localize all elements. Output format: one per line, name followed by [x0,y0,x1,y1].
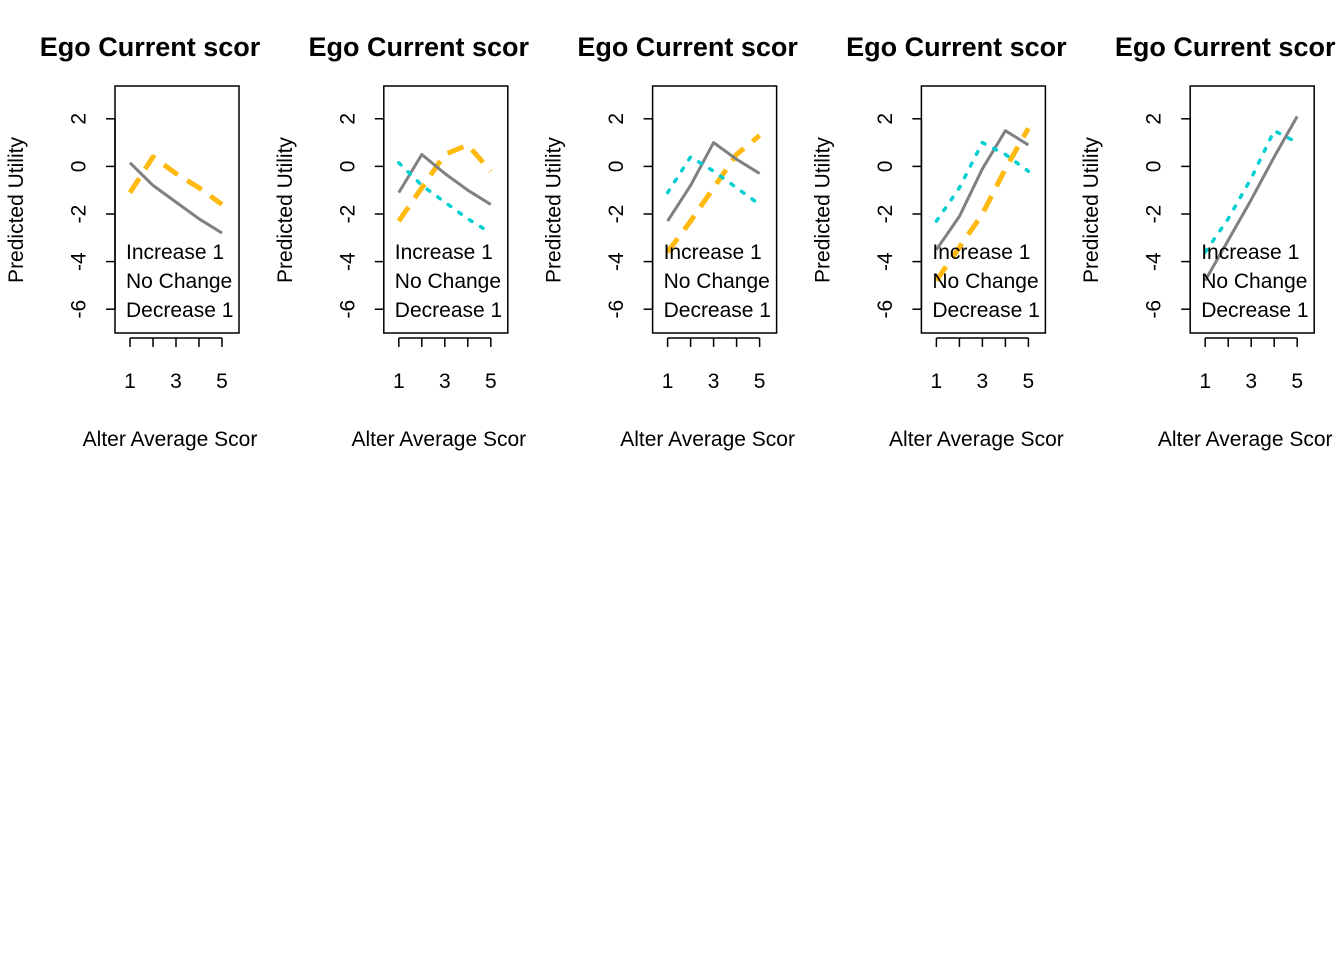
legend-entry: Increase 1 [126,241,224,264]
legend-entry: Increase 1 [1201,241,1299,264]
y-tick-label: -4 [605,252,628,271]
chart-panel-1: Ego Current scor -6 -4 -2 0 2 1 3 5 Alter Average… [5,32,261,451]
series-line-no-change [935,129,1030,251]
y-tick-label: -6 [336,300,359,319]
y-axis-label: Predicted Utility [274,137,297,283]
chart-panel-3: Ego Current scor -6 -4 -2 0 2 1 3 5 Alter Average… [543,32,799,451]
chart-panel-4: Ego Current scor -6 -4 -2 0 2 1 3 5 Alter Average… [811,32,1067,451]
chart-title: Ego Current scor [1115,32,1336,62]
series-line-no-change [397,153,492,206]
x-tick-label: 3 [708,370,720,393]
x-tick-label: 5 [1023,370,1035,393]
series-line-increase-1 [934,127,1031,283]
series-group [396,142,493,235]
y-tick-label: 0 [1143,161,1166,173]
x-axis-label: Alter Average Scor [889,428,1064,451]
y-axis-label: Predicted Utility [1080,137,1103,283]
legend-entry: Decrease 1 [664,299,771,322]
series-group [1203,115,1299,282]
chart-title: Ego Current scor [577,32,798,62]
series-line-increase-1 [396,142,493,223]
legend-entry: Increase 1 [932,241,1030,264]
legend-entry: No Change [932,270,1038,293]
series-group [934,127,1031,283]
x-tick-label: 5 [485,370,497,393]
legend-entry: No Change [664,270,770,293]
series-line-decrease-1 [1203,128,1299,254]
x-axis-label: Alter Average Scor [83,428,258,451]
y-axis-label: Predicted Utility [811,137,834,283]
x-tick-label: 1 [124,370,136,393]
y-tick-label: 2 [605,113,628,125]
y-tick-label: -6 [68,300,91,319]
series-line-no-change [128,161,223,235]
legend-entry: Decrease 1 [932,299,1039,322]
chart-panel-5: Ego Current scor -6 -4 -2 0 2 1 3 5 Alter Average… [1080,32,1336,451]
y-tick-label: -4 [336,252,359,271]
y-tick-label: -2 [336,205,359,224]
series-line-no-change [666,141,761,222]
x-tick-label: 5 [1291,370,1303,393]
x-axis-label: Alter Average Scor [1158,428,1333,451]
x-tick-label: 3 [977,370,989,393]
series-group [127,154,224,235]
x-tick-label: 5 [754,370,766,393]
y-tick-label: 2 [1143,113,1166,125]
legend-entry: No Change [126,270,232,293]
x-axis-label: Alter Average Scor [620,428,795,451]
chart-title: Ego Current scor [40,32,261,62]
y-tick-label: 0 [874,161,897,173]
series-line-decrease-1 [934,140,1031,223]
y-tick-label: -2 [874,205,897,224]
x-tick-label: 1 [662,370,674,393]
y-tick-label: 2 [874,113,897,125]
x-tick-label: 1 [1199,370,1211,393]
y-tick-label: 0 [605,161,628,173]
y-tick-label: -4 [68,252,91,271]
series-group [665,133,762,254]
legend-entry: No Change [1201,270,1307,293]
y-tick-label: -2 [605,205,628,224]
y-tick-label: -6 [1143,300,1166,319]
legend-entry: Increase 1 [664,241,762,264]
y-tick-label: -2 [1143,205,1166,224]
y-tick-label: 0 [68,161,91,173]
x-tick-label: 1 [393,370,405,393]
legend-entry: Decrease 1 [126,299,233,322]
chart-title: Ego Current scor [846,32,1067,62]
series-line-decrease-1 [665,155,762,207]
x-tick-label: 3 [439,370,451,393]
legend-entry: Decrease 1 [1201,299,1308,322]
series-line-increase-1 [127,154,224,207]
series-line-no-change [1203,115,1299,282]
y-tick-label: 2 [68,113,91,125]
y-tick-label: -4 [874,252,897,271]
x-tick-label: 5 [216,370,228,393]
chart-title: Ego Current scor [309,32,530,62]
x-tick-label: 1 [931,370,943,393]
y-tick-label: -6 [605,300,628,319]
y-tick-label: -4 [1143,252,1166,271]
y-tick-label: 2 [336,113,359,125]
y-tick-label: 0 [336,161,359,173]
y-tick-label: -2 [68,205,91,224]
y-axis-label: Predicted Utility [543,137,566,283]
x-tick-label: 3 [1245,370,1257,393]
legend-entry: Increase 1 [395,241,493,264]
x-tick-label: 3 [170,370,182,393]
legend-entry: No Change [395,270,501,293]
y-axis-label: Predicted Utility [5,137,28,283]
chart-panel-2: Ego Current scor -6 -4 -2 0 2 1 3 5 Alter Average… [274,32,530,451]
x-axis-label: Alter Average Scor [351,428,526,451]
y-tick-label: -6 [874,300,897,319]
legend-entry: Decrease 1 [395,299,502,322]
